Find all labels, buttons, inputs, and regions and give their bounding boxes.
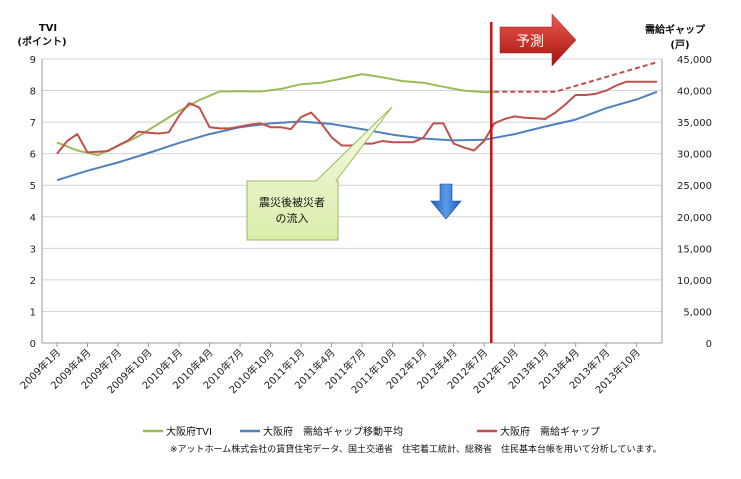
left-tick-label: 0 [30, 339, 36, 350]
series-layer [56, 61, 658, 182]
right-tick-label: 40,000 [677, 87, 712, 98]
right-tick-label: 0 [706, 339, 712, 350]
legend: 大阪府TVI 大阪府 需給ギャップ移動平均 大阪府 需給ギャップ [143, 425, 600, 438]
legend-label-1: 大阪府TVI [166, 425, 212, 438]
series-line-2 [56, 90, 658, 182]
right-axis-unit: (戸) [670, 39, 689, 51]
right-tick-label: 35,000 [677, 118, 712, 129]
callout-line-2: の流入 [276, 211, 309, 225]
right-tick-label: 45,000 [677, 55, 712, 66]
left-tick-label: 3 [30, 244, 36, 255]
forecast-arrow: 予測 [499, 13, 577, 67]
right-tick-label: 10,000 [677, 276, 712, 287]
callout-line-1: 震災後被災者 [259, 195, 325, 209]
right-tick-label: 5,000 [683, 307, 712, 318]
left-tick-label: 6 [30, 150, 36, 161]
forecast-label: 予測 [516, 34, 544, 50]
left-axis-title: TVI [39, 23, 57, 34]
series-forecast-line-3 [494, 61, 658, 93]
forecast-arrow-shape [499, 13, 577, 67]
left-axis-unit: (ポイント) [17, 35, 66, 48]
left-tick-label: 5 [30, 181, 36, 192]
right-axis-ticks: 0 5,000 10,000 15,000 20,000 25,000 30,000 35,0… [677, 55, 712, 350]
left-tick-label: 1 [30, 307, 36, 318]
series-line-1 [56, 73, 495, 157]
right-tick-label: 20,000 [677, 213, 712, 224]
source-note: ※アットホーム株式会社の賃貸住宅データ、国土交通省 住宅着工統計、総務省 住民基… [170, 443, 662, 455]
left-tick-label: 4 [30, 213, 36, 224]
left-axis-ticks: 0 1 2 3 4 5 6 7 8 9 [30, 55, 36, 350]
right-tick-label: 25,000 [677, 181, 712, 192]
x-axis-ticks: 2009年1月2009年4月2009年7月2009年10月2010年1月2010… [17, 346, 642, 396]
right-tick-label: 15,000 [677, 244, 712, 255]
down-arrow-icon [430, 183, 462, 220]
left-tick-label: 7 [30, 118, 36, 129]
callout-box [246, 106, 393, 241]
legend-label-3: 大阪府 需給ギャップ [500, 425, 600, 438]
right-axis-title: 需給ギャップ [645, 23, 706, 36]
callout: 震災後被災者 の流入 [246, 106, 393, 241]
left-tick-label: 8 [30, 87, 36, 98]
right-tick-label: 30,000 [677, 150, 712, 161]
legend-label-2: 大阪府 需給ギャップ移動平均 [263, 425, 403, 438]
left-tick-label: 9 [30, 55, 36, 66]
left-tick-label: 2 [30, 276, 36, 287]
